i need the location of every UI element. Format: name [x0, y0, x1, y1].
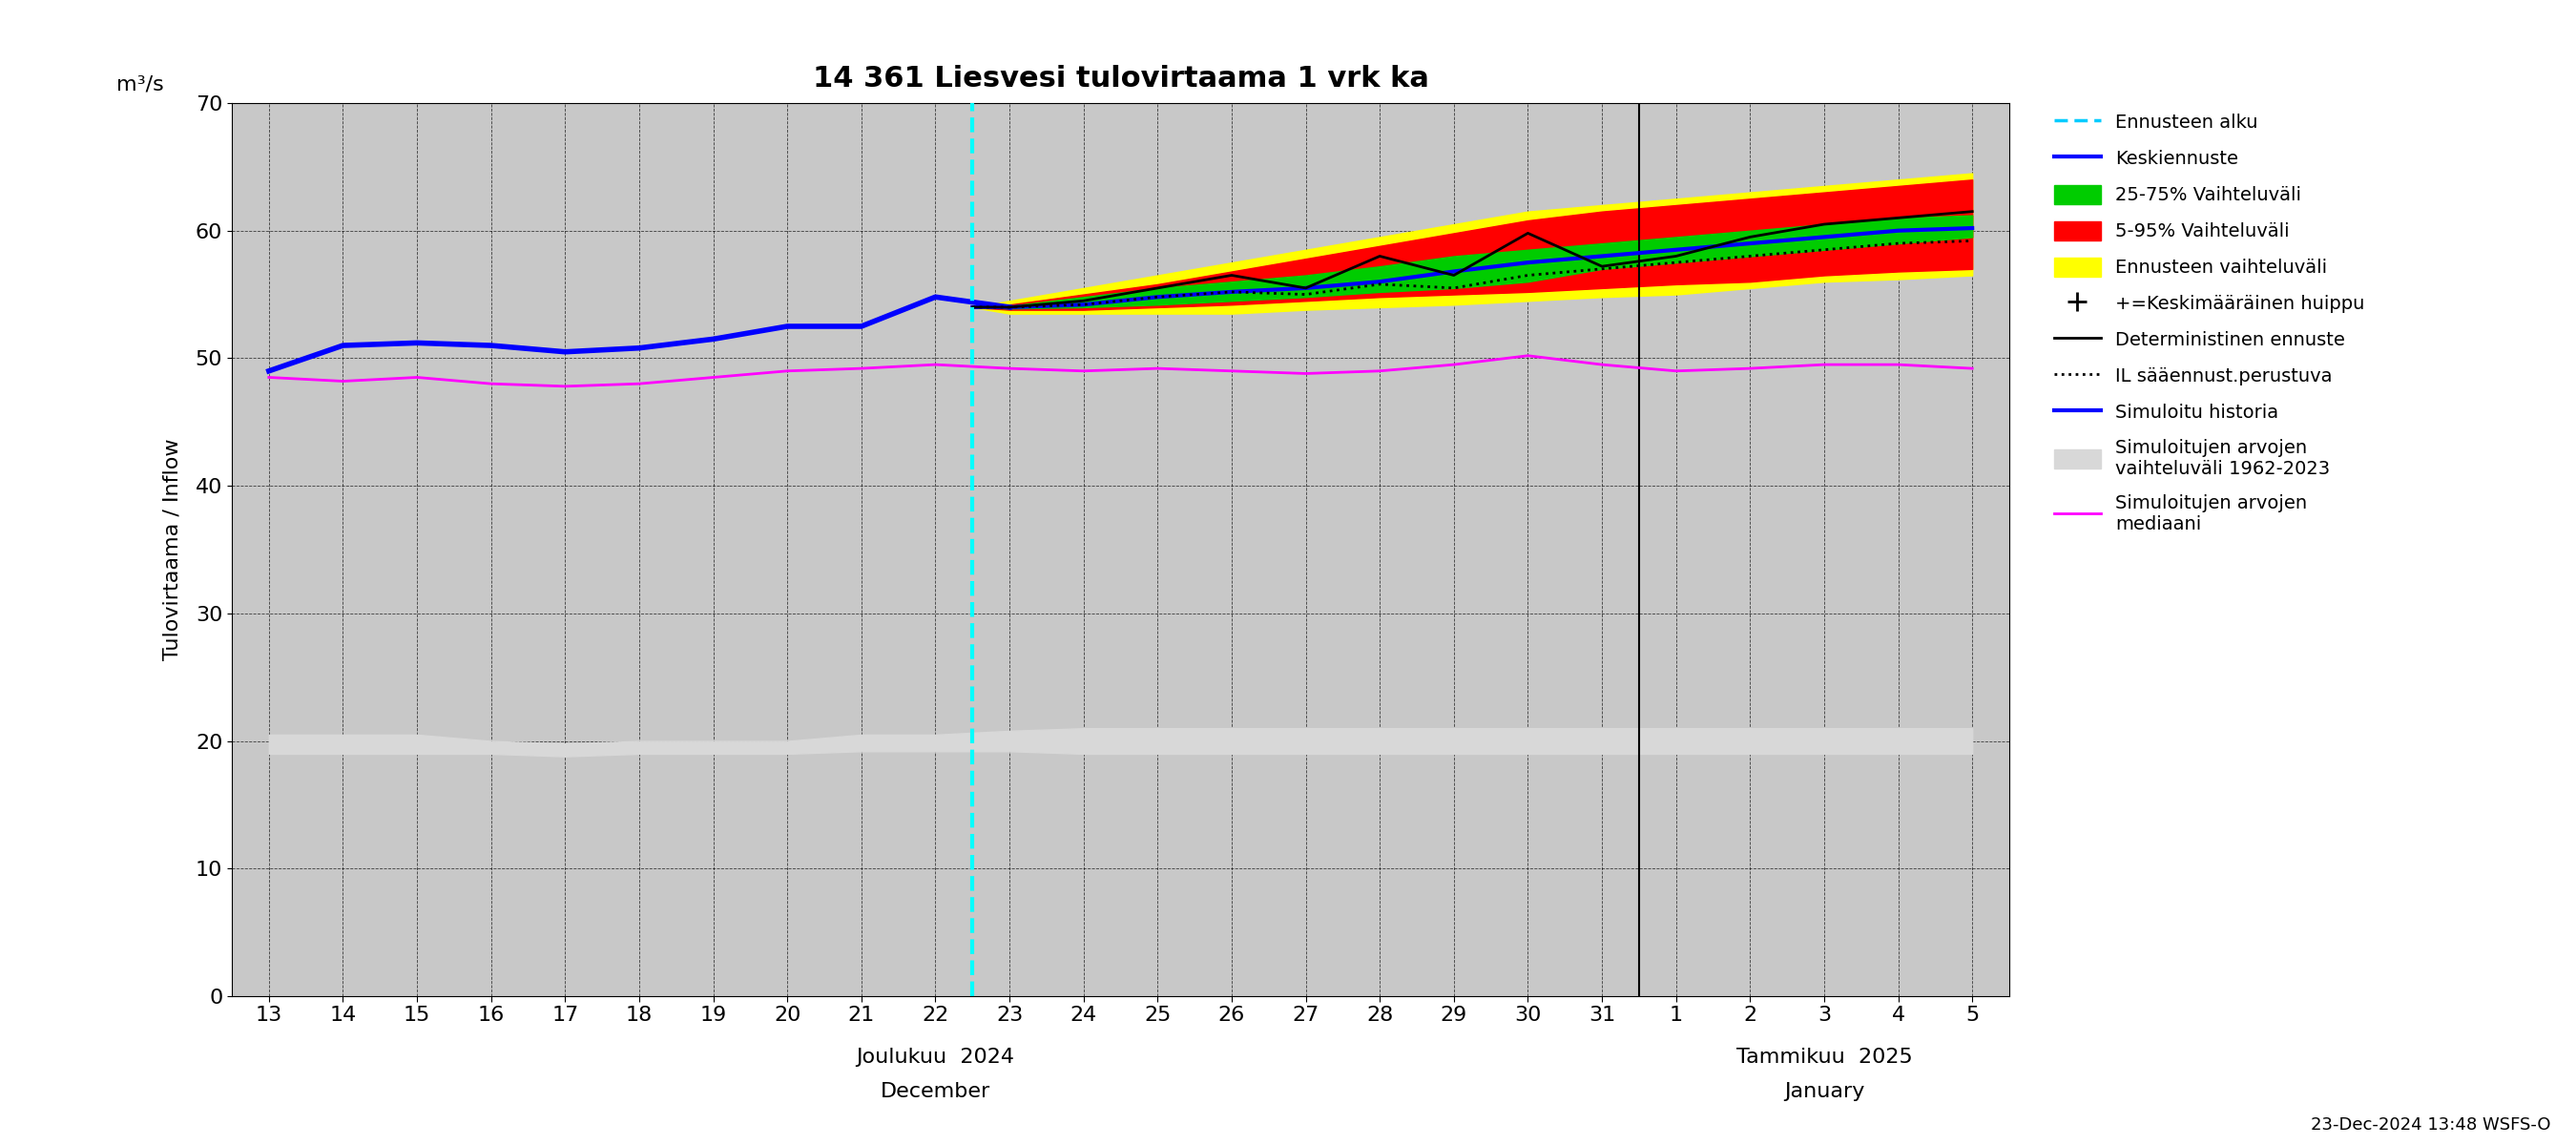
Y-axis label: Tulovirtaama / Inflow: Tulovirtaama / Inflow	[162, 439, 183, 661]
Text: Joulukuu  2024: Joulukuu 2024	[855, 1048, 1015, 1067]
Text: December: December	[881, 1082, 989, 1101]
Text: 23-Dec-2024 13:48 WSFS-O: 23-Dec-2024 13:48 WSFS-O	[2311, 1116, 2550, 1134]
Text: m³/s: m³/s	[116, 76, 165, 94]
Title: 14 361 Liesvesi tulovirtaama 1 vrk ka: 14 361 Liesvesi tulovirtaama 1 vrk ka	[811, 65, 1430, 93]
Text: January: January	[1783, 1082, 1865, 1101]
Text: Tammikuu  2025: Tammikuu 2025	[1736, 1048, 1911, 1067]
Legend: Ennusteen alku, Keskiennuste, 25-75% Vaihteluväli, 5-95% Vaihteluväli, Ennusteen: Ennusteen alku, Keskiennuste, 25-75% Vai…	[2053, 112, 2365, 534]
